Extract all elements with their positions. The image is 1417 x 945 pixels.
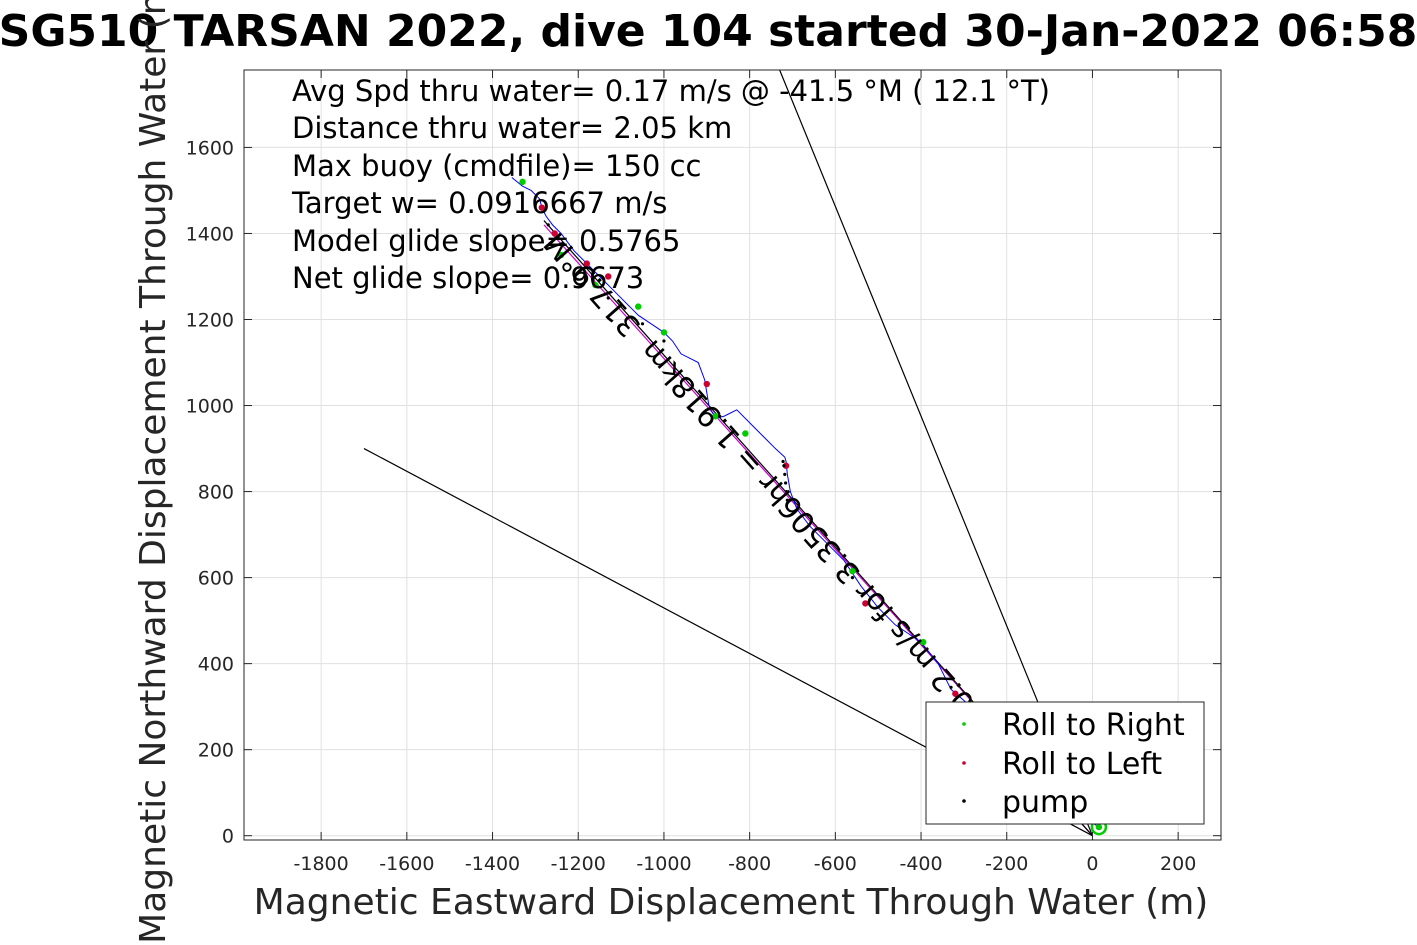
y-tick-label: 600 [198, 568, 234, 590]
legend-box [925, 701, 1205, 825]
pump-point [718, 414, 722, 418]
pump-point [640, 322, 645, 326]
roll-to-left-point [551, 230, 558, 237]
legend-marker-roll-left [962, 761, 966, 765]
y-tick-label: 1000 [186, 396, 234, 418]
ticks: -1800 -1600 -1400 -1200 -1000 -800 -600 -400 -20… [186, 70, 1221, 875]
legend-label-roll-left: Roll to Left [1002, 747, 1162, 782]
x-axis-label: Magnetic Eastward Displacement Through W… [254, 882, 1209, 923]
roll-to-right-point [519, 178, 526, 186]
roll-to-left-point [952, 690, 959, 697]
y-tick-label: 800 [198, 482, 234, 504]
roll-to-right-point [635, 303, 642, 310]
roll-to-right-point [919, 638, 927, 646]
annotation-model-glide: Model glide slope= 0.5765 [292, 224, 680, 258]
roll-to-right-point [712, 413, 719, 420]
roll-to-right-point [849, 567, 856, 575]
legend-marker-pump [962, 799, 966, 803]
data-series [511, 177, 1108, 836]
roll-to-right-point [660, 329, 668, 336]
x-tick-label: 0 [1086, 853, 1098, 875]
chart-title: SG510 TARSAN 2022, dive 104 started 30-J… [0, 6, 1417, 57]
roll-to-right-point [742, 430, 749, 437]
annotations: Avg Spd thru water= 0.17 m/s @ -41.5 °M … [291, 74, 1050, 295]
annotation-avg-speed: Avg Spd thru water= 0.17 m/s @ -41.5 °M … [292, 74, 1050, 108]
x-tick-label: -1000 [636, 853, 691, 875]
annotation-distance: Distance thru water= 2.05 km [292, 111, 732, 145]
y-tick-label: 1200 [186, 309, 234, 331]
plot-frame [243, 69, 1222, 841]
pump-point [662, 339, 666, 343]
legend-marker-roll-right [962, 722, 966, 726]
x-tick-label: -1200 [551, 853, 606, 875]
roll-to-left-point [605, 273, 612, 280]
pump-point [850, 575, 855, 580]
annotation-target-w: Target w= 0.0916667 m/s [291, 186, 667, 220]
pump-point [546, 223, 550, 227]
x-tick-label: -600 [814, 853, 857, 875]
pump-point [606, 296, 610, 300]
y-tick-label: 1600 [186, 137, 234, 159]
x-tick-label: -1400 [465, 853, 520, 875]
pump-point [784, 481, 788, 485]
annotation-net-glide: Net glide slope= 0.9673 [292, 261, 644, 295]
roll-to-left-point [703, 380, 710, 388]
legend: Roll to Right Roll to Left pump [925, 701, 1205, 825]
legend-label-pump: pump [1002, 785, 1088, 820]
roll-to-right-point [1095, 823, 1103, 831]
roll-to-right-point [592, 281, 599, 289]
roll-to-left-point [782, 462, 790, 469]
x-tick-label: -1800 [294, 853, 349, 875]
legend-label-roll-right: Roll to Right [1002, 708, 1185, 743]
roll-to-left-point [862, 600, 869, 607]
y-tick-label: 1400 [186, 223, 234, 245]
y-axis-label: Magnetic Northward Displacement Through … [133, 0, 174, 944]
pump-point [949, 685, 953, 689]
x-tick-label: -1600 [379, 853, 434, 875]
x-tick-label: -400 [899, 853, 942, 875]
roll-to-left-point [538, 204, 546, 211]
x-tick-label: -800 [728, 853, 771, 875]
pump-point [782, 464, 786, 468]
x-tick-label: -200 [985, 853, 1028, 875]
x-tick-label: 200 [1160, 853, 1196, 875]
pump-point [781, 459, 785, 464]
pump-point [783, 472, 787, 476]
y-tick-label: 200 [198, 740, 234, 762]
pump-point [784, 489, 789, 494]
y-tick-label: 0 [222, 826, 234, 848]
annotation-max-buoy: Max buoy (cmdfile)= 150 cc [292, 149, 701, 183]
roll-to-left-point [583, 260, 591, 267]
roll-to-right-point [557, 251, 565, 259]
track-line [511, 177, 1100, 828]
y-tick-label: 400 [198, 654, 234, 676]
pump-point [785, 498, 789, 502]
